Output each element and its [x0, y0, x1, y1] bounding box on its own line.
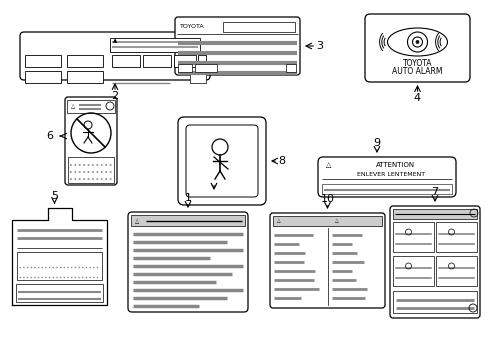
Bar [142, 55, 171, 67]
Bar [272, 216, 381, 226]
Bar [195, 64, 217, 72]
Text: 9: 9 [373, 138, 380, 148]
Bar [110, 38, 200, 52]
FancyBboxPatch shape [128, 212, 247, 312]
FancyBboxPatch shape [178, 117, 265, 205]
Bar [435, 222, 476, 252]
Text: 1: 1 [184, 193, 191, 203]
Bar [112, 55, 140, 67]
Text: 3: 3 [316, 41, 323, 51]
Bar [25, 71, 61, 83]
Text: 4: 4 [413, 93, 420, 103]
Text: TOYOTA: TOYOTA [180, 24, 204, 29]
Text: TOYOTA: TOYOTA [402, 59, 431, 68]
FancyBboxPatch shape [65, 97, 117, 185]
Text: △: △ [325, 162, 331, 168]
FancyBboxPatch shape [317, 157, 455, 197]
Text: 8: 8 [278, 156, 285, 166]
Polygon shape [12, 208, 107, 305]
FancyBboxPatch shape [269, 213, 384, 308]
Text: ATTENTION: ATTENTION [375, 162, 414, 168]
Bar [321, 184, 451, 194]
FancyBboxPatch shape [20, 32, 209, 80]
Bar [435, 256, 476, 286]
FancyBboxPatch shape [175, 17, 299, 75]
Bar [67, 100, 115, 113]
Bar [17, 252, 102, 280]
FancyBboxPatch shape [364, 14, 469, 82]
Text: 7: 7 [430, 187, 438, 197]
Text: 10: 10 [320, 194, 334, 204]
Bar [68, 157, 114, 183]
Text: 5: 5 [51, 191, 58, 201]
Bar [67, 55, 103, 67]
Bar [131, 215, 244, 226]
Bar [392, 256, 433, 286]
Bar [285, 64, 295, 72]
Text: ▲: ▲ [113, 38, 117, 43]
Text: △: △ [71, 104, 75, 108]
Bar [25, 55, 61, 67]
Circle shape [415, 40, 418, 44]
Bar [16, 284, 103, 302]
FancyBboxPatch shape [389, 206, 479, 318]
Text: 6: 6 [46, 131, 53, 141]
Text: 2: 2 [111, 91, 118, 101]
Bar [223, 22, 294, 32]
Bar [190, 71, 205, 83]
Text: AUTO ALARM: AUTO ALARM [391, 68, 442, 77]
Bar [67, 71, 103, 83]
Text: △: △ [277, 219, 280, 224]
Bar [392, 209, 476, 219]
Text: △: △ [135, 219, 139, 224]
Text: △: △ [334, 219, 338, 224]
Bar [178, 64, 192, 72]
Bar [392, 291, 476, 313]
Bar [174, 55, 196, 67]
Bar [392, 222, 433, 252]
Text: ENLEVER LENTEMENT: ENLEVER LENTEMENT [356, 172, 424, 177]
Bar [198, 55, 205, 67]
